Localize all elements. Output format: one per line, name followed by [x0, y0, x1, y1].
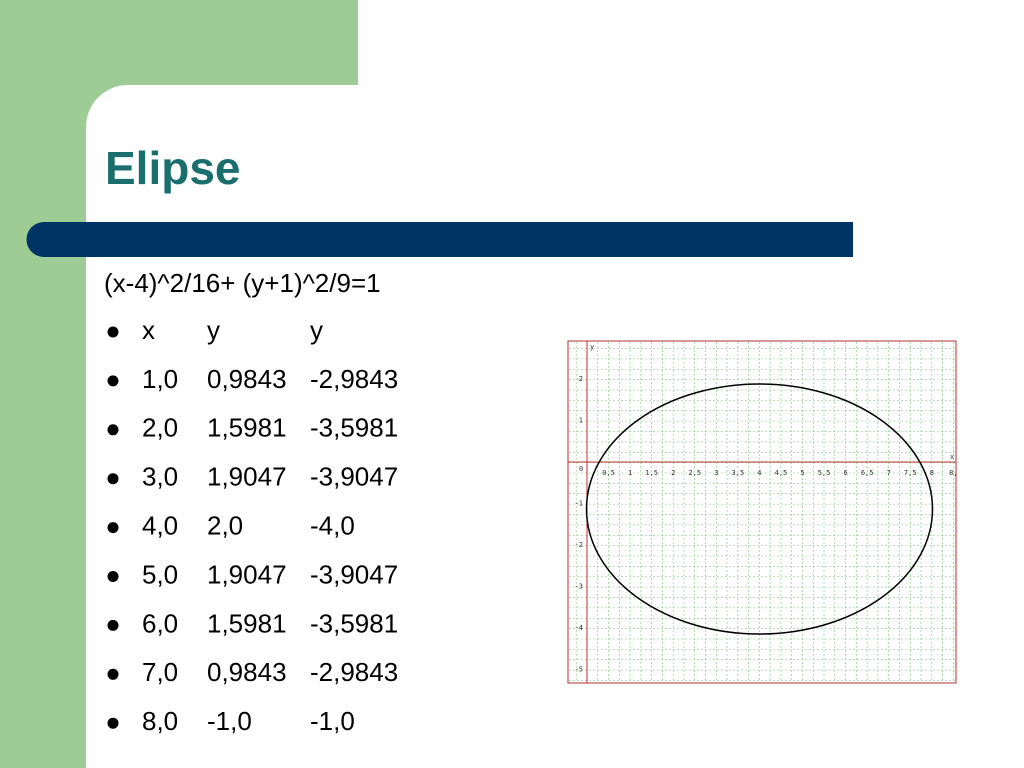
list-cell: 1,5981 — [207, 413, 287, 443]
x-tick-label: 1,5 — [645, 469, 658, 477]
list-cell: 1,5981 — [207, 608, 287, 638]
equation: (x-4)^2/16+ (y+1)^2/9=1 — [104, 268, 381, 298]
x-tick-label: 6 — [843, 469, 847, 477]
bullet — [107, 619, 119, 631]
y-axis-label: y — [590, 343, 594, 351]
list-cell: 1,9047 — [207, 462, 287, 492]
list-cell: 6,0 — [142, 608, 178, 638]
list-cell: -3,9047 — [310, 462, 398, 492]
graph-frame — [567, 340, 957, 684]
bullet — [107, 375, 119, 387]
list-cell: -2,9843 — [310, 364, 398, 394]
x-tick-label: 4,5 — [775, 469, 788, 477]
x-axis-label: x — [950, 453, 954, 461]
x-tick-label: 7 — [887, 469, 891, 477]
graph-grid — [569, 342, 955, 682]
x-tick-label: 2 — [671, 469, 675, 477]
x-tick-label: 4 — [757, 469, 761, 477]
list-cell: -1,0 — [310, 706, 355, 736]
y-tick-label: -4 — [575, 624, 583, 632]
list-cell: 2,0 — [207, 510, 243, 540]
y-tick-label: 2 — [579, 375, 583, 383]
list-cell: -2,9843 — [310, 657, 398, 687]
bullet — [107, 522, 119, 534]
list-cell: 3,0 — [142, 462, 178, 492]
x-tick-label: 7,5 — [904, 469, 917, 477]
x-tick-label: 6,5 — [861, 469, 874, 477]
x-tick-label: 5 — [800, 469, 804, 477]
list-cell: 4,0 — [142, 510, 178, 540]
ellipse-curve — [585, 383, 934, 635]
origin-label: 0 — [579, 465, 583, 473]
graph: 0 x y 0,5 1 1,5 2 2,5 3 3,5 4 4,5 5 5,5 6 6,5 7 7,5 8 8,… — [567, 340, 958, 684]
bullet — [107, 424, 119, 436]
bullet — [107, 717, 119, 729]
bullet — [107, 668, 119, 680]
list-cell: -4,0 — [310, 510, 355, 540]
list-cell: y — [310, 315, 323, 345]
y-tick-label: 1 — [579, 417, 583, 425]
slide-title: Elipse — [105, 142, 241, 194]
list-cell: -1,0 — [207, 706, 252, 736]
list-cell: -3,5981 — [310, 413, 398, 443]
x-tick-label: 2,5 — [688, 469, 701, 477]
y-tick-label: -3 — [575, 583, 583, 591]
list-cell: y — [207, 315, 220, 345]
list-cell: 8,0 — [142, 706, 178, 736]
list-cell: -3,5981 — [310, 608, 398, 638]
list-cell: 5,0 — [142, 559, 178, 589]
bullet — [107, 571, 119, 582]
list-cell: 1,0 — [142, 364, 178, 394]
list-cell: 1,9047 — [207, 559, 287, 589]
list-cell: 7,0 — [142, 657, 178, 687]
green-decoration — [0, 0, 358, 768]
value-list: x y y 1,0 0,9843 -2,9843 2,0 1,5981 -3,5981 3,0 1,… — [107, 315, 398, 736]
x-tick-label: 8, — [949, 469, 957, 477]
list-cell: 0,9843 — [207, 657, 287, 687]
x-tick-label: 8 — [930, 469, 934, 477]
x-tick-label: 3 — [714, 469, 718, 477]
y-tick-label: -2 — [575, 541, 583, 549]
list-cell: 0,9843 — [207, 364, 287, 394]
x-tick-label: 0,5 — [602, 469, 615, 477]
x-tick-label: 5,5 — [818, 469, 831, 477]
y-tick-label: -1 — [575, 500, 583, 508]
bullet — [107, 473, 119, 485]
list-cell: -3,9047 — [310, 559, 398, 589]
list-cell: 2,0 — [142, 413, 178, 443]
y-tick-label: -5 — [575, 666, 583, 674]
x-tick-label: 1 — [628, 469, 632, 477]
title-bar — [26, 222, 854, 257]
x-tick-label: 3,5 — [732, 469, 745, 477]
list-cell: x — [142, 315, 155, 345]
bullet — [107, 326, 119, 338]
